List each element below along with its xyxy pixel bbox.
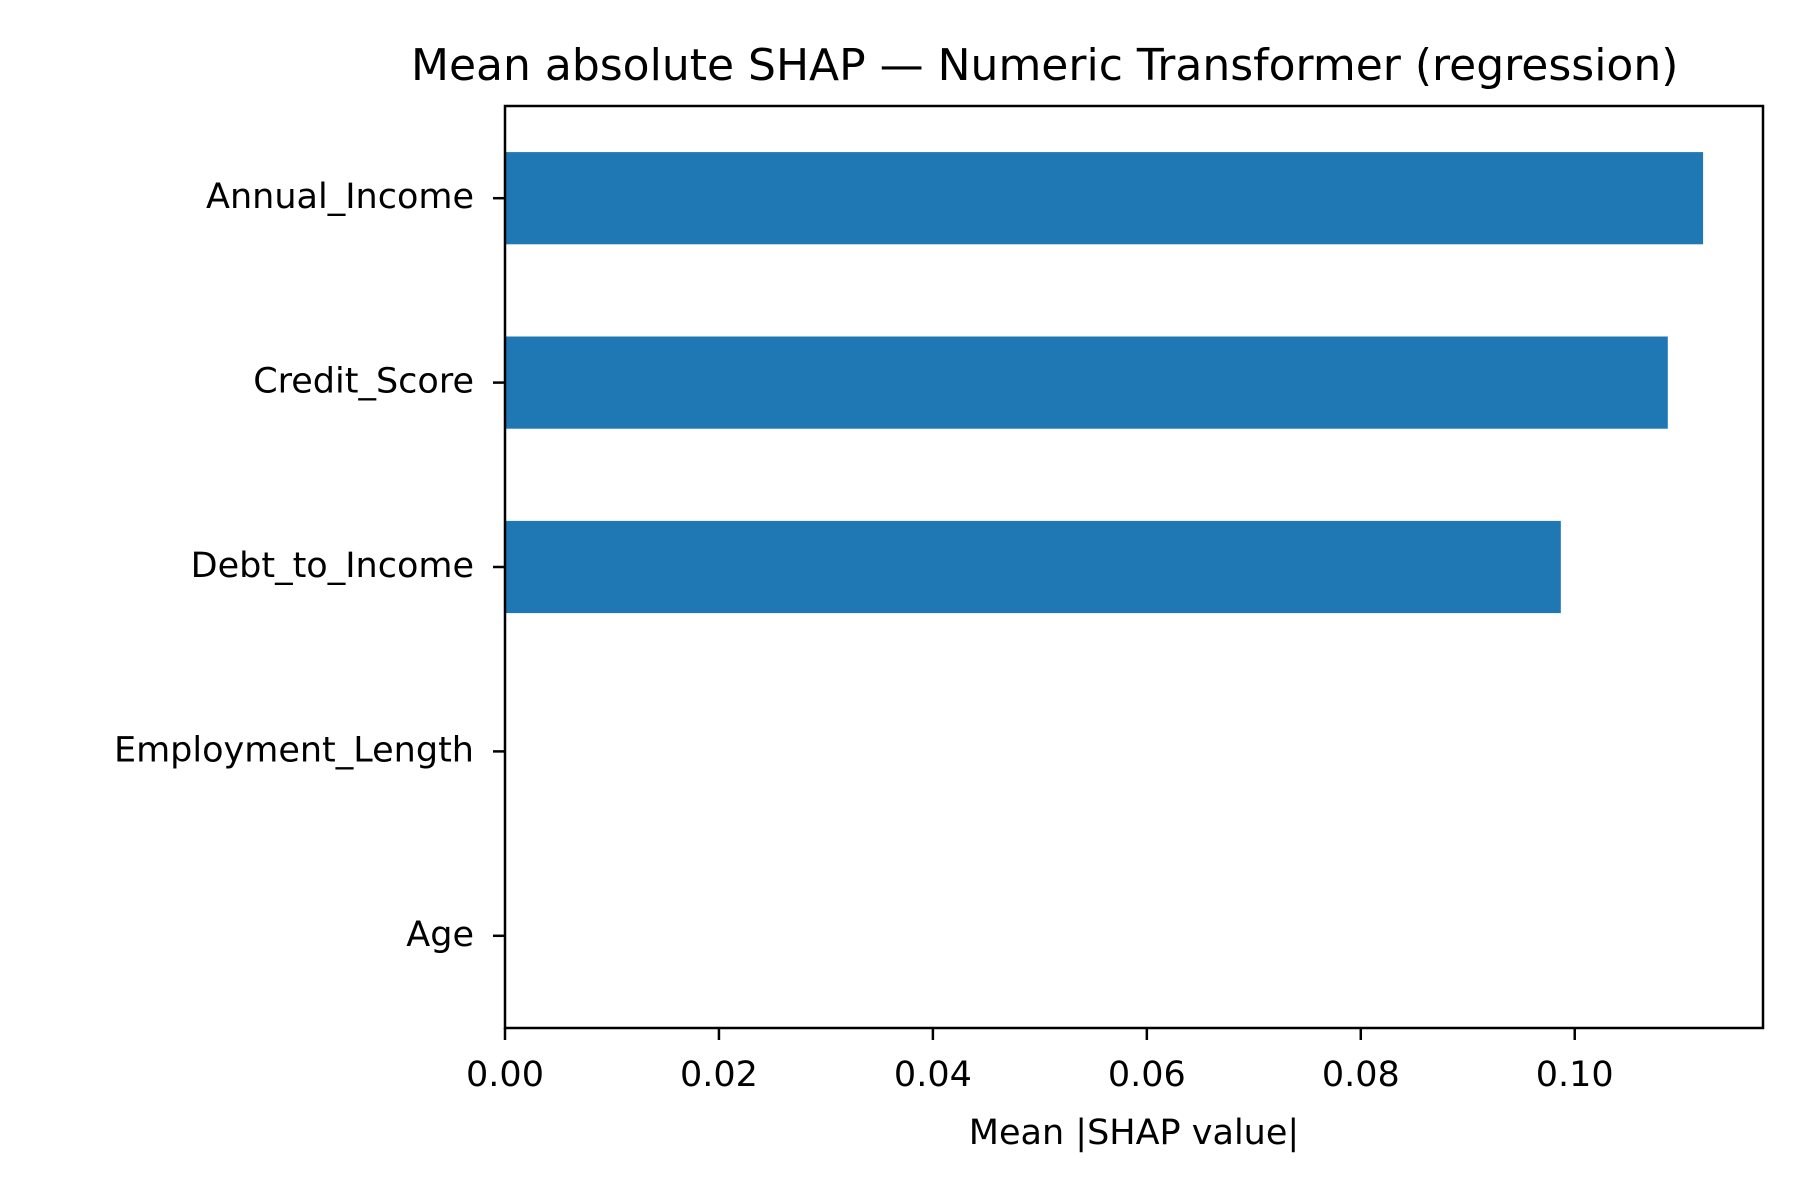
x-tick-label: 0.00 xyxy=(466,1055,544,1095)
x-axis-ticks: 0.00 0.02 0.04 0.06 0.08 0.10 xyxy=(466,1028,1614,1095)
y-tick-label: Age xyxy=(406,915,474,955)
x-axis-label: Mean |SHAP value| xyxy=(969,1113,1299,1153)
y-axis-ticks: Annual_Income Credit_Score Debt_to_Income E… xyxy=(114,177,505,955)
x-tick-label: 0.02 xyxy=(680,1055,758,1095)
chart-title: Mean absolute SHAP — Numeric Transformer… xyxy=(411,40,1678,91)
bars-layer xyxy=(505,152,1704,614)
x-tick-label: 0.10 xyxy=(1536,1055,1614,1095)
y-tick-label: Credit_Score xyxy=(253,362,474,402)
y-tick-label: Annual_Income xyxy=(206,177,474,217)
plot-frame xyxy=(503,104,1765,1030)
bar-annual-income xyxy=(505,152,1704,245)
y-tick-label: Debt_to_Income xyxy=(191,546,474,586)
x-tick-label: 0.04 xyxy=(894,1055,972,1095)
x-tick-label: 0.06 xyxy=(1108,1055,1186,1095)
y-tick-label: Employment_Length xyxy=(114,730,474,770)
x-tick-label: 0.08 xyxy=(1322,1055,1400,1095)
bar-debt-to-income xyxy=(505,520,1561,614)
bar-credit-score xyxy=(505,336,1668,429)
